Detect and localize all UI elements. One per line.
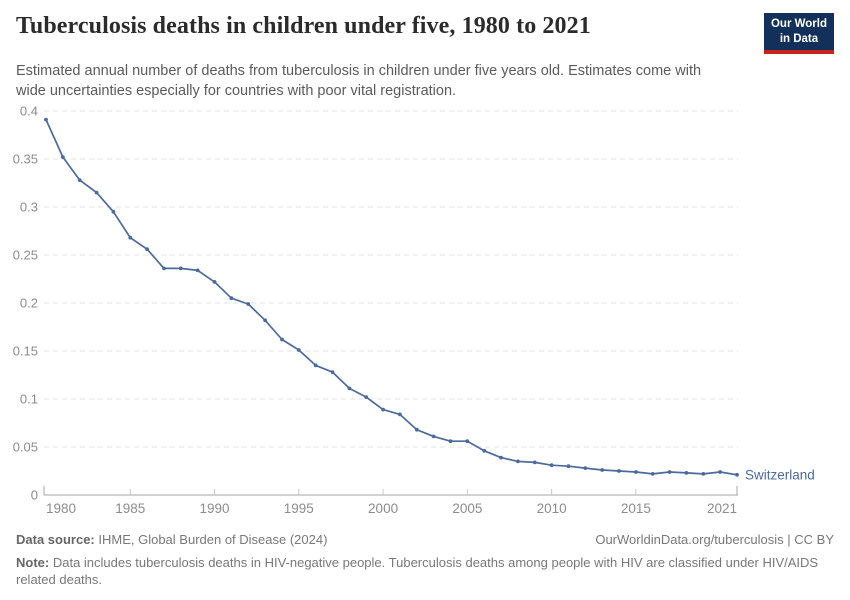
- data-point[interactable]: [313, 363, 318, 368]
- series-end-label: Switzerland: [745, 467, 815, 482]
- data-point[interactable]: [195, 268, 200, 273]
- data-point[interactable]: [448, 439, 453, 444]
- data-source-text: IHME, Global Burden of Disease (2024): [98, 532, 328, 547]
- data-source: Data source: IHME, Global Burden of Dise…: [16, 531, 327, 549]
- data-point[interactable]: [246, 302, 251, 306]
- data-point[interactable]: [128, 235, 133, 240]
- owid-logo-line2: in Data: [779, 32, 819, 45]
- data-point[interactable]: [44, 117, 48, 122]
- chart-title: Tuberculosis deaths in children under fi…: [16, 13, 591, 39]
- note-text: Data includes tuberculosis deaths in HIV…: [16, 554, 819, 588]
- citation-link[interactable]: OurWorldinData.org/tuberculosis | CC BY: [595, 532, 834, 547]
- data-point[interactable]: [347, 386, 352, 391]
- chart-footer: Data source: IHME, Global Burden of Dise…: [16, 531, 834, 589]
- y-axis-label: 0: [31, 488, 38, 503]
- data-point[interactable]: [61, 155, 65, 160]
- data-point[interactable]: [330, 370, 335, 374]
- owid-logo-line1: Our World: [770, 18, 827, 30]
- data-point[interactable]: [212, 280, 217, 284]
- chart-header: Tuberculosis deaths in children under fi…: [0, 0, 850, 101]
- data-source-label: Data source:: [16, 532, 95, 547]
- data-point[interactable]: [735, 472, 739, 477]
- note: Note: Data includes tuberculosis deaths …: [16, 554, 834, 589]
- data-point[interactable]: [667, 470, 672, 474]
- data-point[interactable]: [499, 455, 503, 460]
- series-line: [45, 118, 738, 476]
- x-axis-label: 2005: [452, 501, 482, 516]
- data-point[interactable]: [718, 470, 722, 474]
- data-point[interactable]: [532, 460, 537, 465]
- data-point[interactable]: [600, 468, 605, 472]
- data-point[interactable]: [145, 247, 150, 252]
- data-point[interactable]: [94, 190, 99, 195]
- x-axis-label: 1990: [200, 501, 230, 516]
- data-point[interactable]: [684, 471, 689, 475]
- data-point[interactable]: [111, 209, 116, 214]
- data-point[interactable]: [566, 464, 571, 469]
- x-axis-label: 2000: [368, 501, 398, 516]
- data-point[interactable]: [229, 296, 234, 301]
- data-point[interactable]: [617, 469, 621, 473]
- y-axis-label: 0.25: [13, 248, 38, 263]
- x-axis-label: 2010: [537, 501, 567, 516]
- x-axis-label: 2021: [707, 501, 737, 516]
- x-axis-label: 1995: [284, 501, 314, 516]
- x-axis-label: 1985: [115, 501, 145, 516]
- data-point[interactable]: [381, 407, 385, 412]
- data-point[interactable]: [431, 434, 436, 439]
- note-label: Note:: [16, 554, 50, 570]
- data-point[interactable]: [549, 463, 554, 468]
- y-axis-label: 0.05: [13, 440, 38, 455]
- data-point[interactable]: [465, 439, 470, 444]
- y-axis-label: 0.1: [20, 392, 38, 407]
- data-point[interactable]: [364, 395, 369, 399]
- x-axis-label: 1980: [46, 501, 76, 516]
- data-point[interactable]: [583, 466, 588, 470]
- data-point[interactable]: [296, 348, 301, 352]
- data-point[interactable]: [414, 427, 419, 432]
- y-axis-label: 0.3: [20, 200, 38, 215]
- data-point[interactable]: [634, 470, 638, 474]
- x-axis-label: 2015: [621, 501, 651, 516]
- data-point[interactable]: [162, 266, 166, 271]
- data-point[interactable]: [280, 337, 284, 342]
- data-point[interactable]: [482, 448, 487, 453]
- y-axis-label: 0.4: [20, 104, 38, 119]
- owid-logo[interactable]: Our World in Data: [763, 13, 834, 54]
- data-point[interactable]: [77, 178, 82, 183]
- chart-subtitle: Estimated annual number of deaths from t…: [16, 62, 702, 100]
- data-point[interactable]: [178, 266, 183, 271]
- y-axis-label: 0.35: [13, 152, 38, 167]
- data-point[interactable]: [701, 472, 706, 476]
- data-point[interactable]: [650, 472, 655, 476]
- data-point[interactable]: [263, 318, 267, 323]
- y-axis-label: 0.2: [20, 296, 38, 311]
- y-axis-label: 0.15: [13, 344, 38, 359]
- data-point[interactable]: [398, 412, 402, 417]
- data-point[interactable]: [516, 459, 520, 464]
